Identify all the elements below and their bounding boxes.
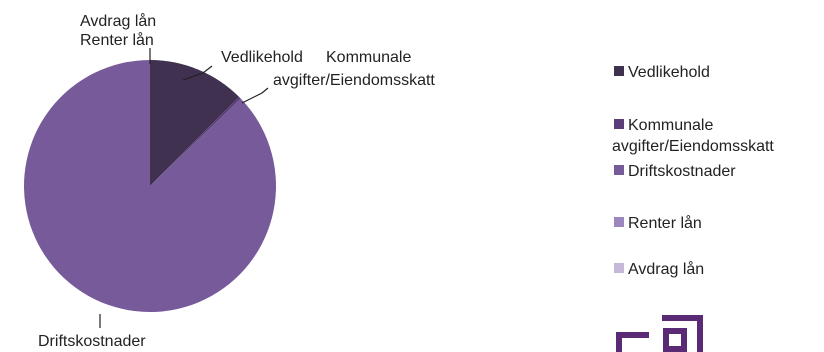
leader-lines xyxy=(99,48,269,328)
legend: Vedlikehold Kommunale avgifter/Eiendomsska… xyxy=(612,64,774,278)
legend-label: Kommunale xyxy=(628,117,713,134)
legend-swatch xyxy=(614,119,624,129)
logo-outer-shape xyxy=(616,315,703,352)
legend-label: Avdrag lån xyxy=(628,260,704,278)
legend-label: Renter lån xyxy=(628,214,702,232)
legend-label: Vedlikehold xyxy=(628,64,710,81)
pie-slice-vedlikehold xyxy=(150,60,240,186)
label-kommunale-2: avgifter/Eiendomsskatt xyxy=(273,72,435,89)
pie-slices xyxy=(24,60,276,313)
legend-label: Driftskostnader xyxy=(628,163,736,180)
legend-swatch xyxy=(614,165,624,175)
leader-line-kommunale xyxy=(241,87,269,104)
label-vedlikehold: Vedlikehold xyxy=(221,49,303,66)
legend-swatch xyxy=(614,66,624,76)
legend-label: avgifter/Eiendomsskatt xyxy=(612,138,774,155)
label-driftskostnader: Driftskostnader xyxy=(38,333,146,350)
legend-swatch xyxy=(614,263,624,273)
legend-swatch xyxy=(614,217,624,227)
logo-inner-square xyxy=(663,328,687,352)
label-avdrag: Avdrag lån xyxy=(80,12,156,30)
pie-slice-kommunale-avgifter-eiendomsskatt xyxy=(150,96,241,186)
label-kommunale-1: Kommunale xyxy=(326,49,411,66)
pie-slice-driftskostnader xyxy=(24,60,276,313)
label-renter: Renter lån xyxy=(80,31,154,49)
leader-line-vedlikehold xyxy=(182,65,213,81)
logo xyxy=(616,315,703,352)
